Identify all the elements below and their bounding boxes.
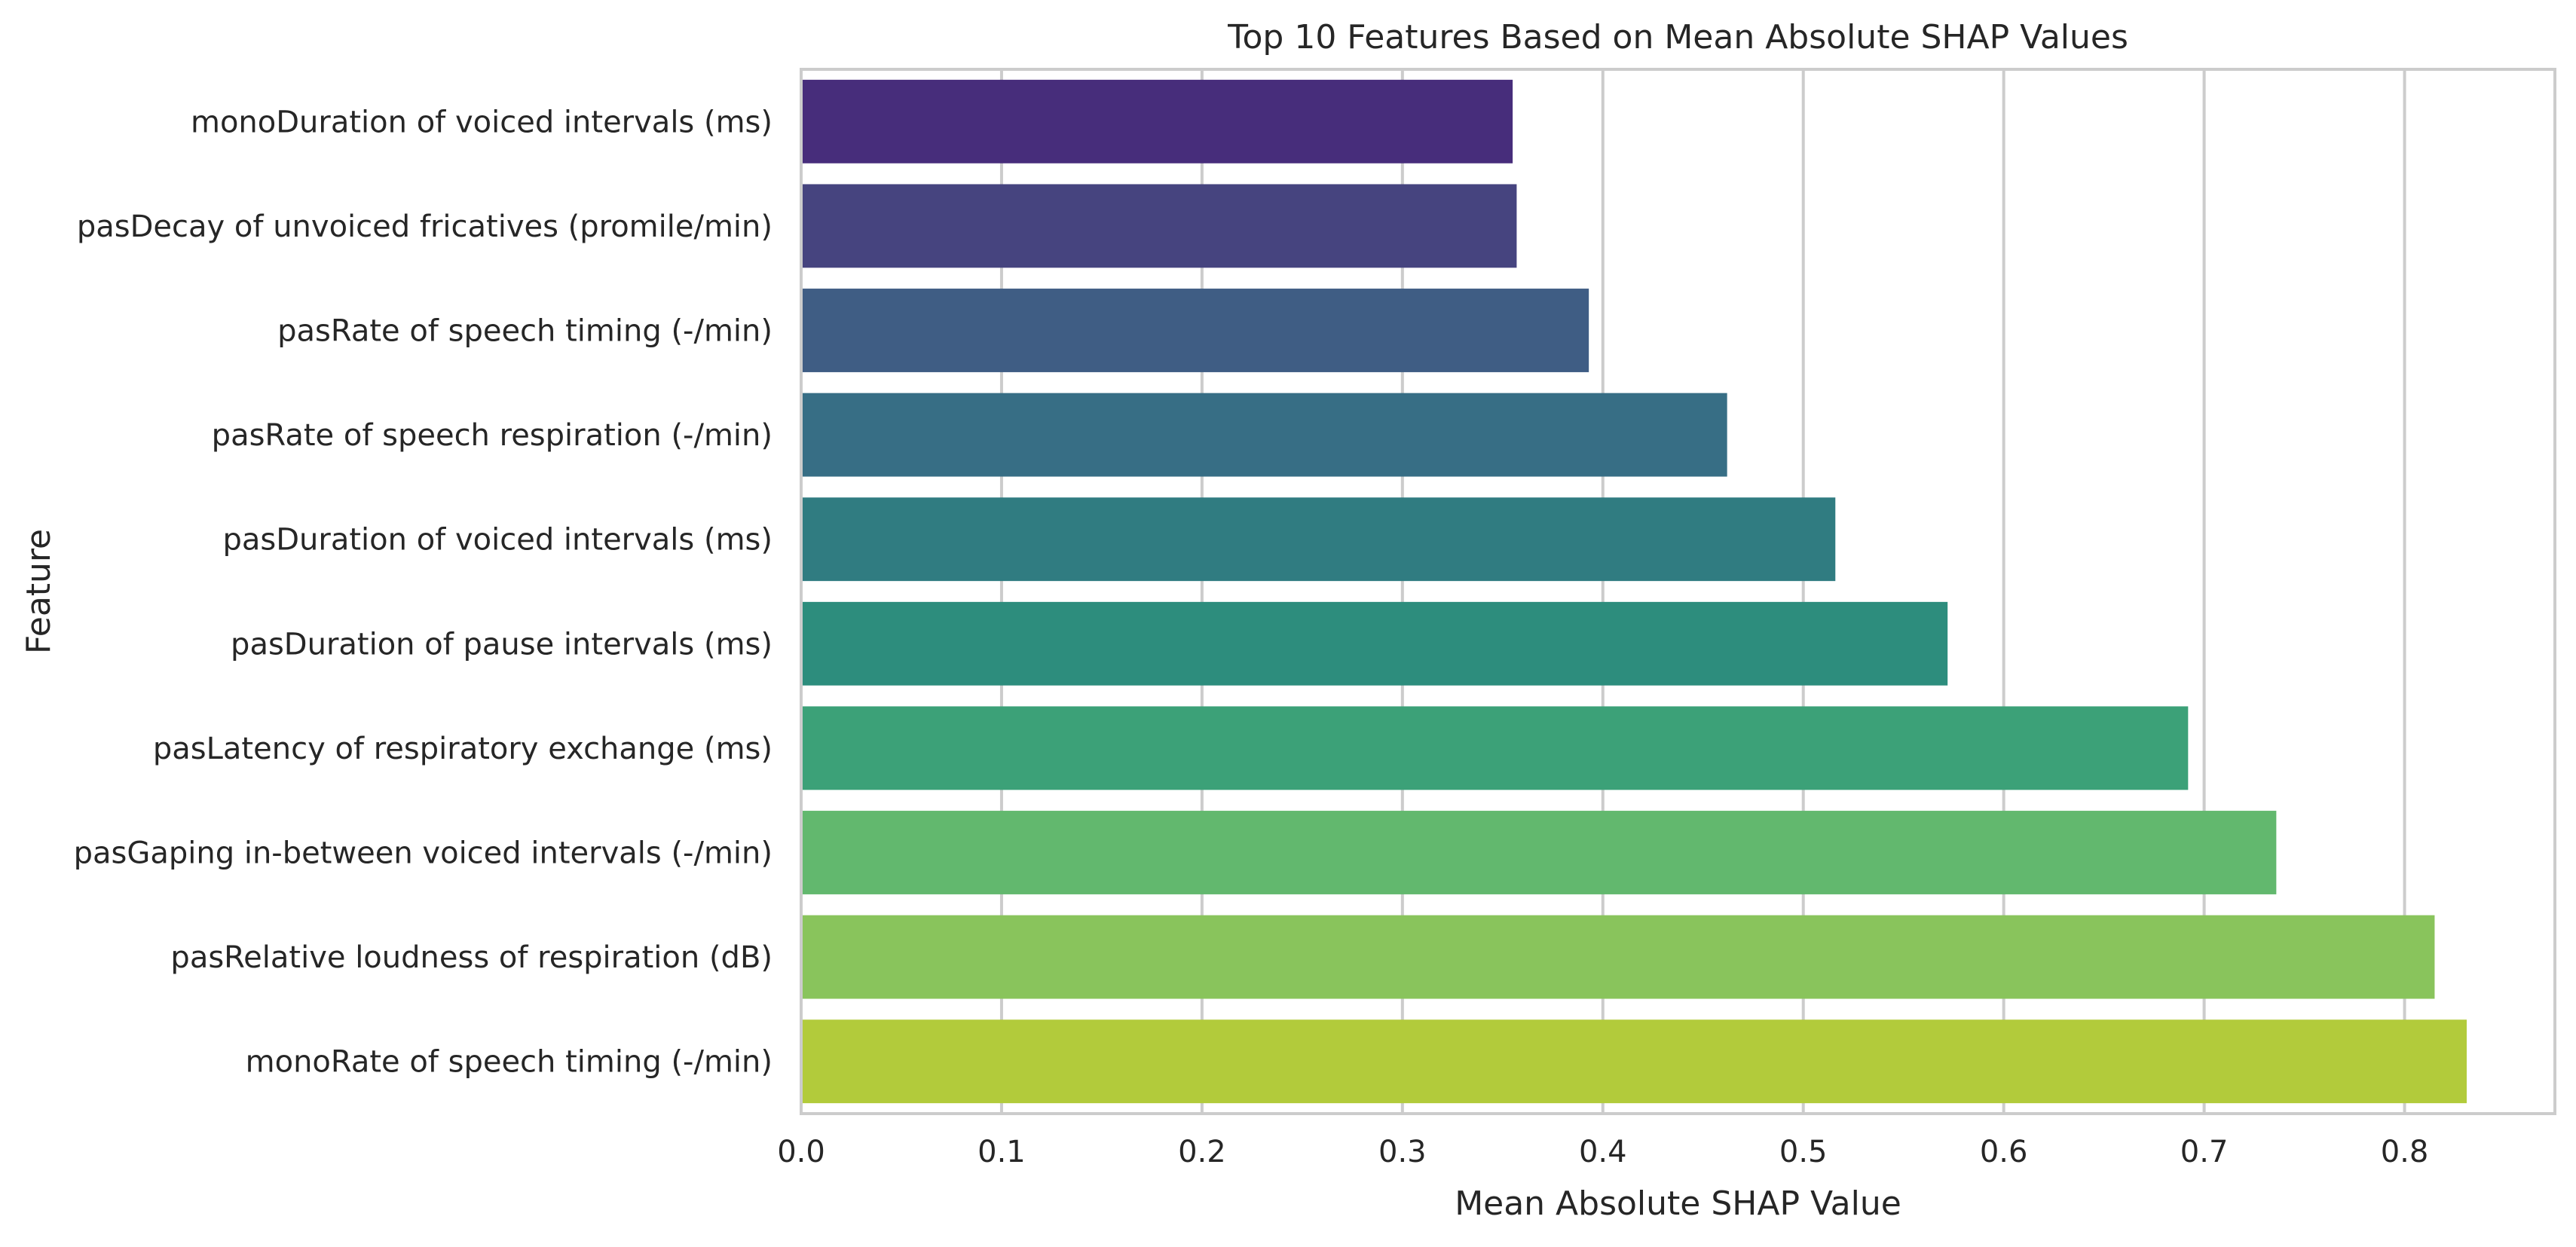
- y-category-label: pasRelative loudness of respiration (dB): [170, 940, 772, 975]
- x-tick-label: 0.3: [1378, 1135, 1427, 1169]
- y-category-label: monoDuration of voiced intervals (ms): [191, 105, 772, 139]
- y-category-label: monoRate of speech timing (-/min): [246, 1045, 772, 1080]
- bars: [801, 79, 2467, 1104]
- x-tick-label: 0.5: [1779, 1135, 1828, 1169]
- plot-frame: [800, 68, 2556, 1115]
- x-tick-label: 0.8: [2381, 1135, 2429, 1169]
- x-tick-label: 0.7: [2180, 1135, 2229, 1169]
- bar: [801, 601, 1948, 686]
- bar: [801, 497, 1836, 582]
- bar: [801, 393, 1727, 477]
- bar: [801, 915, 2435, 999]
- bar: [801, 289, 1589, 372]
- bar: [801, 811, 2277, 894]
- y-category-labels: monoDuration of voiced intervals (ms) pas…: [74, 105, 772, 1079]
- x-tick-label: 0.1: [977, 1135, 1026, 1169]
- y-category-label: pasGaping in-between voiced intervals (-…: [74, 836, 772, 871]
- bar: [801, 1019, 2467, 1104]
- x-tick-label: 0.2: [1178, 1135, 1226, 1169]
- x-tick-label: 0.6: [1980, 1135, 2028, 1169]
- chart-title: Top 10 Features Based on Mean Absolute S…: [1227, 18, 2128, 57]
- y-category-label: pasRate of speech respiration (-/min): [212, 418, 772, 453]
- bar: [801, 184, 1517, 268]
- y-axis-label: Feature: [20, 529, 58, 654]
- y-category-label: pasLatency of respiratory exchange (ms): [153, 732, 772, 766]
- y-category-label: pasDuration of voiced intervals (ms): [223, 523, 773, 558]
- y-category-label: pasDuration of pause intervals (ms): [231, 627, 772, 662]
- x-tick-label: 0.4: [1579, 1135, 1627, 1169]
- x-axis-label: Mean Absolute SHAP Value: [1455, 1184, 1901, 1223]
- bar: [801, 79, 1513, 164]
- bar: [801, 706, 2189, 790]
- y-category-label: pasDecay of unvoiced fricatives (promile…: [77, 209, 772, 244]
- y-category-label: pasRate of speech timing (-/min): [277, 314, 772, 349]
- x-tick-label: 0.0: [777, 1135, 825, 1169]
- x-tick-labels: 0.0 0.1 0.2 0.3 0.4 0.5 0.6 0.7 0.8: [777, 1135, 2428, 1169]
